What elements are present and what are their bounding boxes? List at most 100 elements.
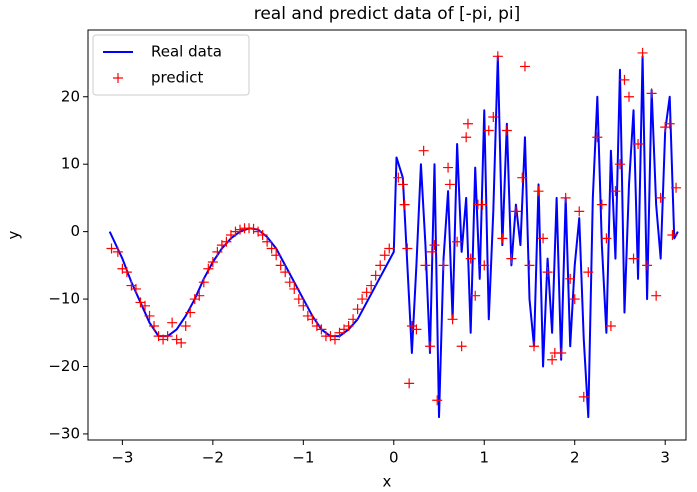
- predict-marker: [357, 294, 368, 305]
- predict-marker: [275, 260, 286, 271]
- predict-marker: [651, 290, 662, 301]
- predict-marker: [329, 334, 340, 345]
- predict-marker: [456, 341, 467, 352]
- predict-marker: [462, 118, 473, 129]
- predict-marker: [198, 277, 209, 288]
- predict-marker: [601, 233, 612, 244]
- predict-marker: [501, 125, 512, 136]
- legend-label: Real data: [151, 43, 222, 61]
- predict-marker: [619, 74, 630, 85]
- predict-marker: [426, 246, 437, 257]
- predict-marker: [542, 267, 553, 278]
- predict-marker: [348, 314, 359, 325]
- predict-marker: [633, 138, 644, 149]
- predict-marker: [375, 260, 386, 271]
- predict-marker: [667, 230, 678, 240]
- predict-marker: [298, 300, 309, 311]
- predict-marker: [610, 186, 621, 197]
- predict-marker: [144, 310, 155, 321]
- legend-marker: [113, 73, 123, 83]
- predict-marker: [488, 111, 499, 122]
- predict-marker: [207, 256, 218, 267]
- y-tick-label: 10: [61, 155, 80, 173]
- y-tick-label: 20: [61, 87, 80, 105]
- predict-marker: [517, 172, 528, 183]
- y-tick-label: −20: [48, 357, 80, 375]
- predict-marker: [492, 51, 503, 62]
- predict-marker: [506, 253, 517, 264]
- predict-marker: [162, 331, 173, 342]
- predict-marker: [447, 314, 458, 325]
- predict-marker: [596, 199, 607, 210]
- predict-marker: [424, 341, 435, 352]
- legend: Real data predict: [92, 34, 250, 96]
- y-axis-label: y: [5, 230, 23, 239]
- predict-marker: [628, 253, 639, 264]
- predict-marker: [479, 260, 490, 271]
- predict-marker: [465, 253, 476, 264]
- legend-box: [92, 34, 250, 96]
- predict-marker: [533, 186, 544, 197]
- predict-marker: [671, 182, 682, 193]
- x-tick-label: 3: [660, 449, 670, 467]
- x-tick-label: 1: [479, 449, 489, 467]
- predict-marker: [293, 294, 304, 305]
- predict-marker: [565, 273, 576, 284]
- axes-frame: [87, 29, 687, 441]
- predict-marker: [366, 280, 377, 291]
- y-tick-label: −30: [48, 424, 80, 442]
- predict-marker: [497, 233, 508, 244]
- predict-marker: [664, 118, 675, 129]
- predict-marker: [524, 260, 535, 271]
- predict-marker: [404, 378, 415, 389]
- predict-marker: [483, 125, 494, 136]
- predict-marker: [529, 341, 540, 352]
- predict-marker: [352, 304, 363, 315]
- predict-marker: [614, 159, 625, 170]
- predict-marker: [384, 243, 395, 254]
- predict-marker: [592, 132, 603, 143]
- x-tick-label: 2: [570, 449, 580, 467]
- predict-marker: [452, 236, 463, 247]
- plot-area: [106, 47, 682, 419]
- predict-marker: [212, 246, 223, 257]
- legend-label: predict: [151, 69, 204, 87]
- predict-marker: [574, 206, 585, 217]
- predict-marker: [130, 283, 141, 294]
- predict-marker: [399, 199, 410, 210]
- predict-marker: [519, 61, 530, 72]
- predict-marker: [605, 321, 616, 332]
- predict-marker: [112, 246, 123, 257]
- predict-marker: [477, 199, 488, 210]
- predict-marker: [418, 145, 429, 156]
- predict-marker: [411, 324, 422, 335]
- predict-marker: [538, 233, 549, 244]
- predict-marker: [289, 283, 300, 294]
- x-axis-label: x: [383, 473, 392, 491]
- predict-marker: [461, 132, 472, 143]
- predict-marker: [583, 267, 594, 278]
- predict-marker: [560, 192, 571, 203]
- predict-marker: [230, 226, 241, 237]
- predict-marker: [443, 162, 454, 173]
- predict-marker: [642, 260, 653, 271]
- predict-marker: [180, 321, 191, 332]
- predict-marker: [280, 267, 291, 278]
- predict-marker: [646, 88, 657, 99]
- predict-marker: [624, 91, 635, 102]
- predict-marker: [284, 277, 295, 288]
- predict-marker: [121, 267, 132, 278]
- predict-marker: [432, 395, 443, 406]
- predict-marker: [578, 391, 589, 402]
- predict-marker: [262, 236, 273, 247]
- predict-marker: [248, 223, 259, 234]
- predict-marker: [402, 243, 413, 254]
- predict-marker: [397, 179, 408, 190]
- predict-marker: [221, 236, 232, 247]
- y-tick-label: 0: [70, 222, 80, 240]
- x-tick-label: 0: [389, 449, 399, 467]
- predict-marker: [203, 263, 214, 274]
- chart-title: real and predict data of [-pi, pi]: [254, 4, 521, 24]
- predict-marker: [343, 321, 354, 332]
